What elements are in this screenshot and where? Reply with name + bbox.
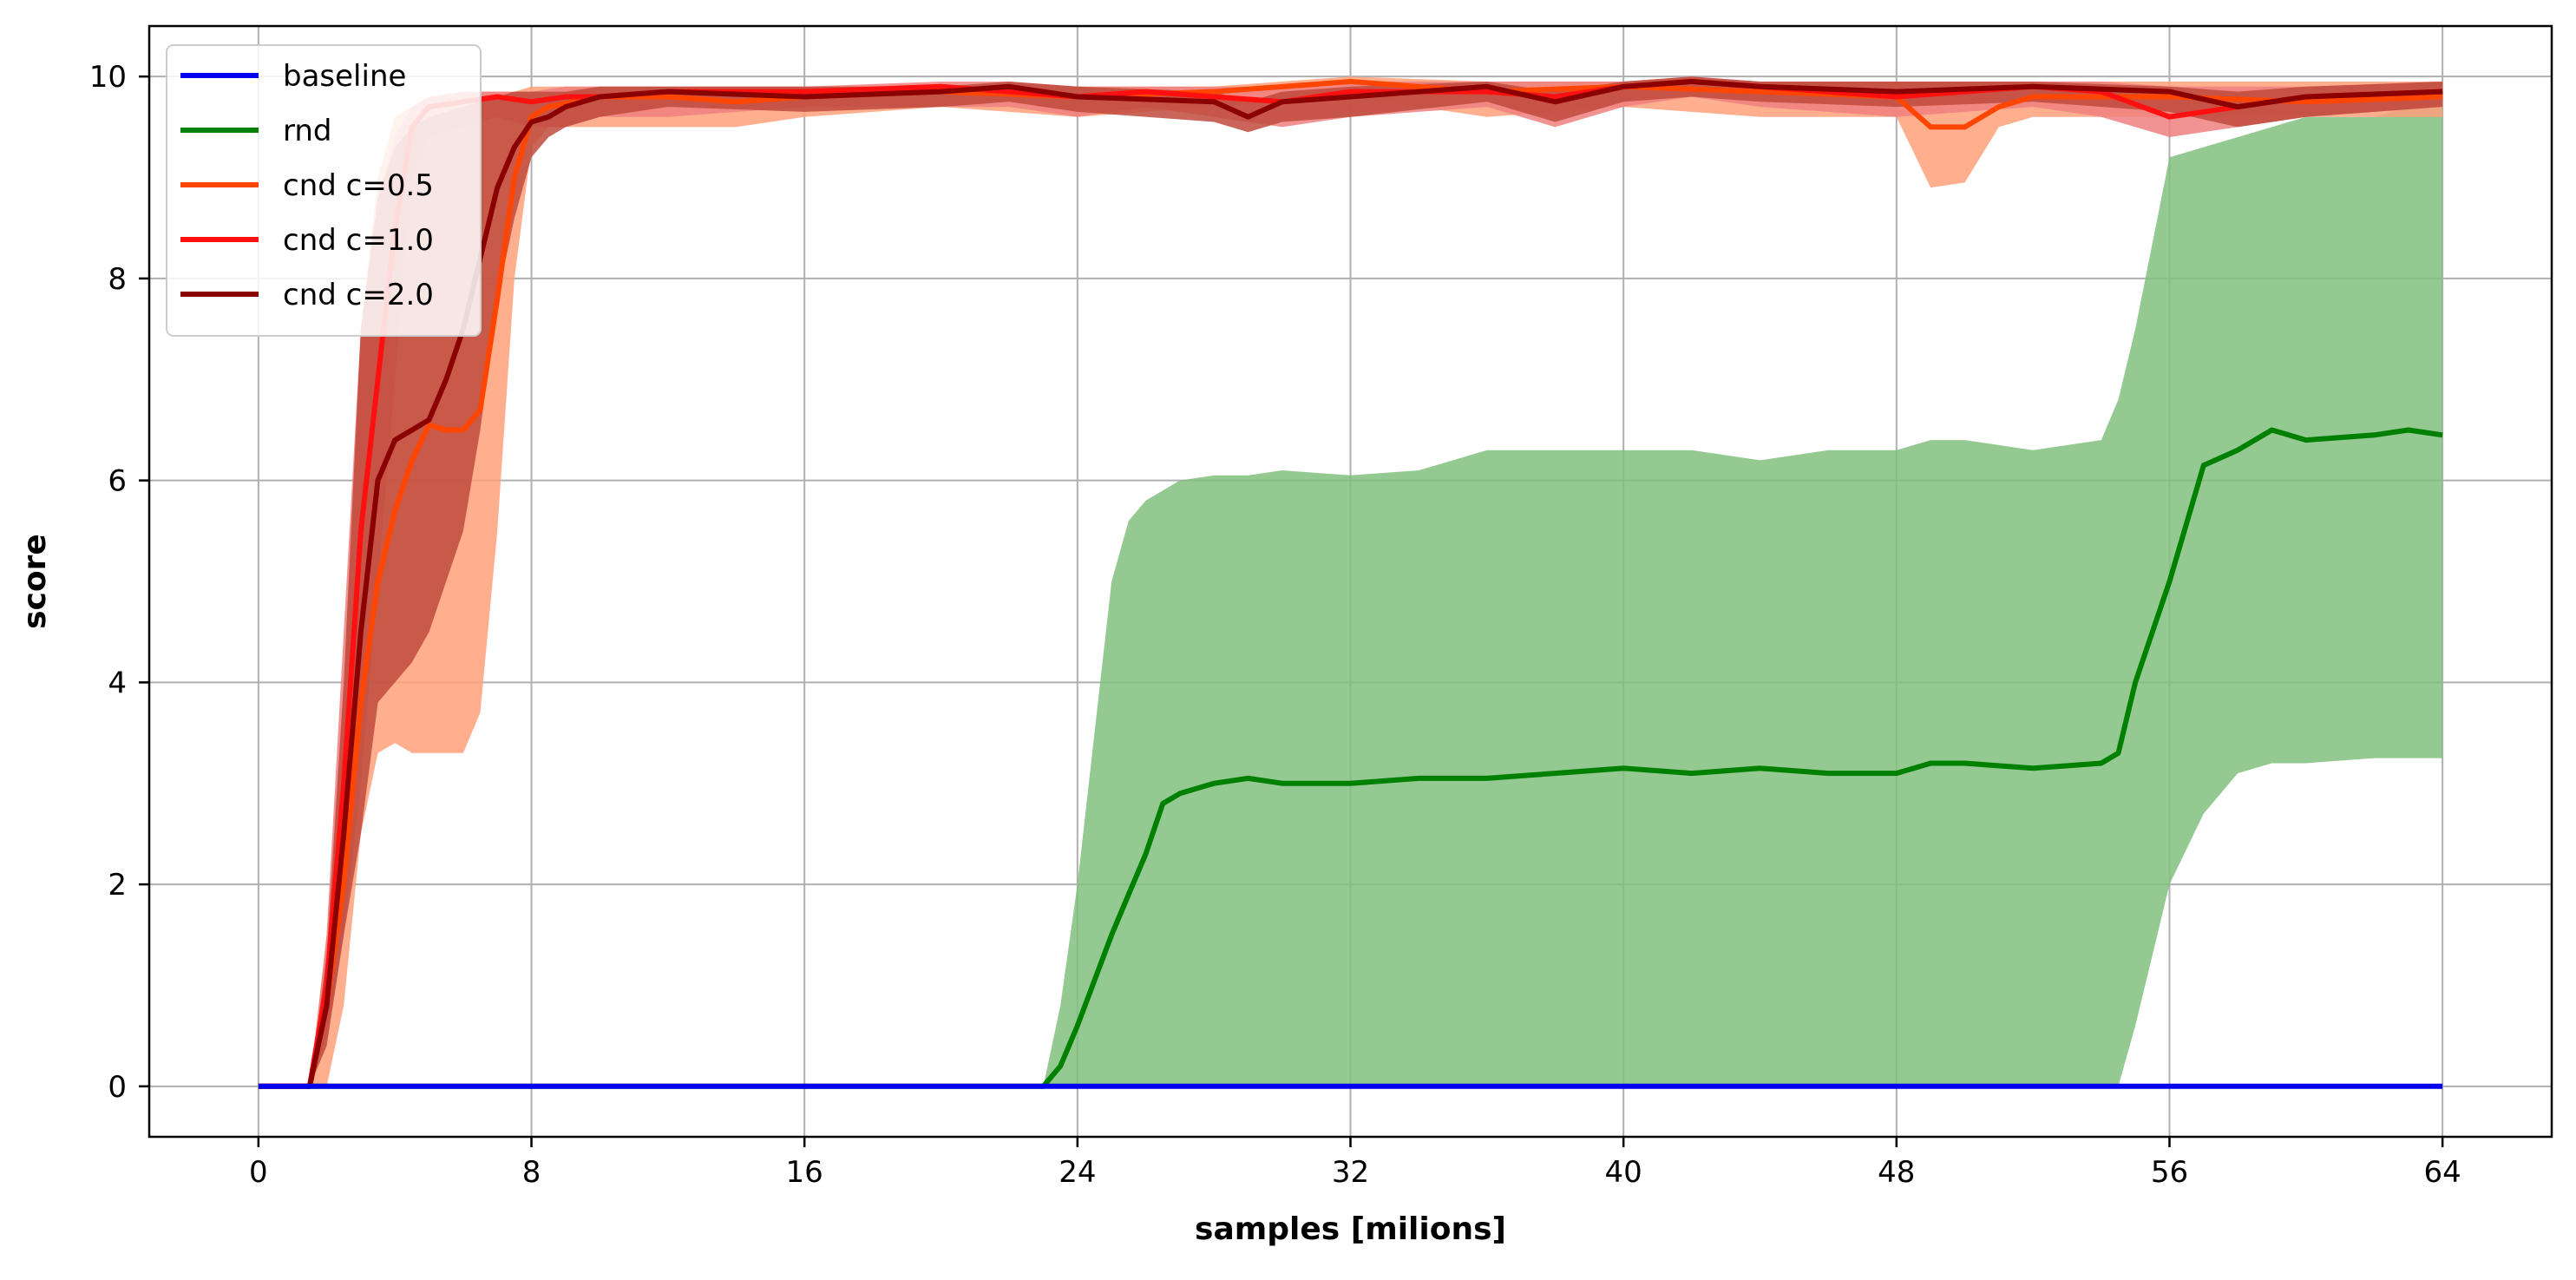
x-tick-label: 40 bbox=[1605, 1155, 1642, 1190]
legend-label: cnd c=0.5 bbox=[283, 168, 434, 203]
y-tick-label: 4 bbox=[108, 666, 127, 700]
legend-label: cnd c=2.0 bbox=[283, 278, 434, 312]
legend-label: baseline bbox=[283, 59, 406, 94]
line-cnd-c-2-0 bbox=[258, 79, 2443, 1089]
band-rnd bbox=[258, 107, 2443, 1086]
legend-box bbox=[166, 44, 482, 337]
x-axis-title: samples [milions] bbox=[1195, 1211, 1506, 1247]
y-tick-label: 2 bbox=[108, 868, 127, 903]
line-rnd bbox=[258, 427, 2443, 1089]
legend-label: cnd c=1.0 bbox=[283, 223, 434, 258]
legend-label: rnd bbox=[283, 114, 332, 148]
x-tick-label: 8 bbox=[522, 1155, 541, 1190]
x-tick-label: 32 bbox=[1332, 1155, 1369, 1190]
y-tick-label: 6 bbox=[108, 464, 127, 499]
line-cnd-c-0-5 bbox=[258, 79, 2443, 1089]
legend: baseline rnd cnd c=0.5 cnd c=1.0 cnd c=2.0 bbox=[166, 44, 482, 337]
x-tick-label: 0 bbox=[249, 1155, 268, 1190]
x-tick-label: 48 bbox=[1878, 1155, 1915, 1190]
x-tick-label: 56 bbox=[2151, 1155, 2188, 1190]
x-tick-label: 64 bbox=[2424, 1155, 2461, 1190]
x-tick-label: 24 bbox=[1059, 1155, 1096, 1190]
y-tick-label: 0 bbox=[108, 1070, 127, 1105]
x-tick-label: 16 bbox=[786, 1155, 823, 1190]
y-tick-label: 8 bbox=[108, 262, 127, 297]
y-axis-title: score bbox=[17, 534, 53, 629]
y-tick-label: 10 bbox=[89, 60, 127, 95]
